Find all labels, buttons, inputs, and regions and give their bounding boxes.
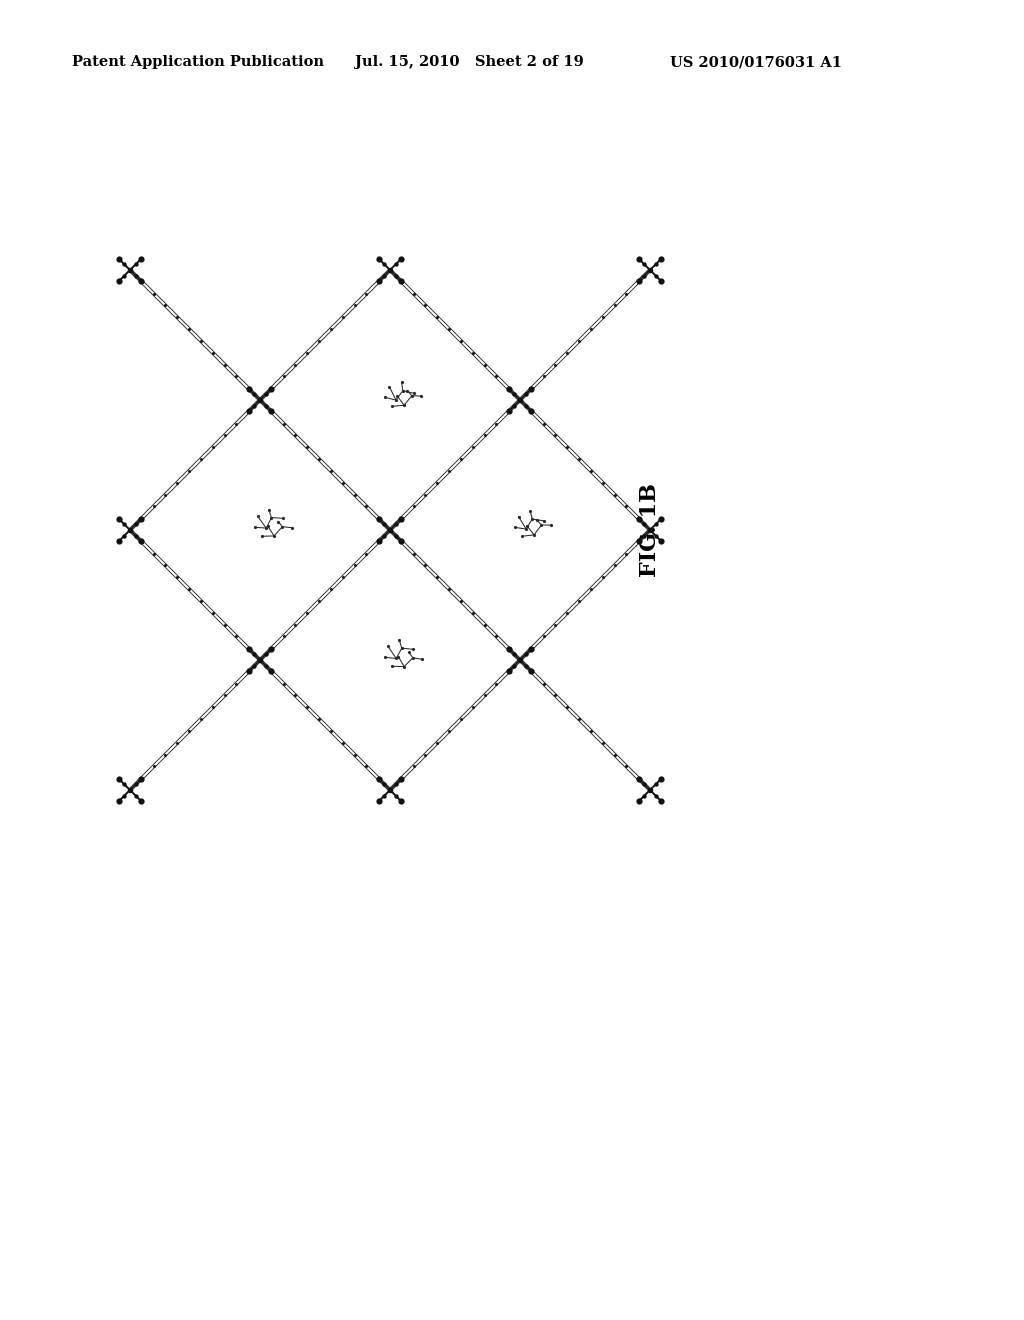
Text: Patent Application Publication: Patent Application Publication xyxy=(72,55,324,69)
Text: FIG. 1B: FIG. 1B xyxy=(639,483,662,577)
Text: US 2010/0176031 A1: US 2010/0176031 A1 xyxy=(670,55,842,69)
Text: Jul. 15, 2010   Sheet 2 of 19: Jul. 15, 2010 Sheet 2 of 19 xyxy=(355,55,584,69)
